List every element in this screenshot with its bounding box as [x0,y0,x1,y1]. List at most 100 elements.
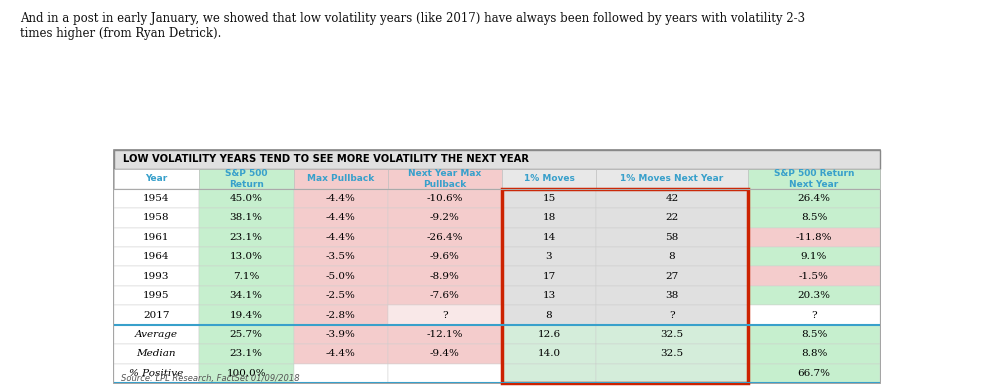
Text: 1995: 1995 [143,291,169,300]
Text: 38.1%: 38.1% [229,213,263,223]
Bar [596,189,748,208]
Bar [388,189,501,208]
Text: 32.5: 32.5 [661,330,683,339]
Bar [114,286,199,305]
Bar [114,228,199,247]
Text: 42: 42 [666,194,678,203]
Text: 8.8%: 8.8% [801,349,827,359]
Bar [748,325,880,344]
Bar [294,169,388,189]
Text: 12.6: 12.6 [537,330,561,339]
Bar [114,325,199,344]
Bar [501,344,596,364]
Bar [199,189,294,208]
Bar [388,266,501,286]
Bar [294,266,388,286]
Text: 17: 17 [542,272,556,281]
Bar [748,344,880,364]
Text: 2017: 2017 [143,310,169,320]
Text: 1961: 1961 [143,233,169,242]
Bar [596,228,748,247]
Bar [388,325,501,344]
Text: 66.7%: 66.7% [797,369,831,378]
Text: -4.4%: -4.4% [326,213,356,223]
Bar [388,286,501,305]
Text: ?: ? [670,310,674,320]
Bar [199,305,294,325]
Bar [388,364,501,383]
Bar [388,228,501,247]
Bar [114,247,199,266]
Bar [294,189,388,208]
Bar [596,208,748,228]
Text: Source: LPL Research, FactSet 01/09/2018: Source: LPL Research, FactSet 01/09/2018 [122,374,300,383]
Bar [388,208,501,228]
Text: Average: Average [135,330,178,339]
Bar [294,286,388,305]
Bar [199,247,294,266]
Text: 8.5%: 8.5% [801,213,827,223]
Text: Max Pullback: Max Pullback [308,174,375,184]
Text: -8.9%: -8.9% [430,272,460,281]
Bar [388,169,501,189]
Bar [748,189,880,208]
Text: 22: 22 [666,213,678,223]
Bar [114,169,199,189]
Bar [501,305,596,325]
Text: Next Year Max
Pullback: Next Year Max Pullback [408,169,482,189]
Text: 58: 58 [666,233,678,242]
Text: -9.2%: -9.2% [430,213,460,223]
Bar [501,364,596,383]
Bar [388,344,501,364]
Text: 25.7%: 25.7% [229,330,263,339]
Bar [748,208,880,228]
Text: 8: 8 [546,310,552,320]
Bar [596,325,748,344]
Bar [596,286,748,305]
Bar [114,150,880,169]
Text: -3.9%: -3.9% [326,330,356,339]
Text: 13: 13 [542,291,556,300]
Text: 20.3%: 20.3% [797,291,831,300]
Bar [596,169,748,189]
Text: ?: ? [811,310,817,320]
Text: -4.4%: -4.4% [326,194,356,203]
Bar [294,344,388,364]
Text: % Positive: % Positive [130,369,183,378]
Bar [596,247,748,266]
Text: 15: 15 [542,194,556,203]
Bar [748,169,880,189]
Bar [501,266,596,286]
Bar [596,305,748,325]
Text: 1993: 1993 [143,272,169,281]
Text: -7.6%: -7.6% [430,291,460,300]
Text: 27: 27 [666,272,678,281]
Bar [596,266,748,286]
Bar [748,228,880,247]
Bar [748,247,880,266]
Text: -1.5%: -1.5% [799,272,829,281]
Bar [199,364,294,383]
Text: 8: 8 [669,252,675,261]
Bar [114,364,199,383]
Bar [501,208,596,228]
Text: -9.4%: -9.4% [430,349,460,359]
Text: 1958: 1958 [143,213,169,223]
Bar [501,189,596,208]
Bar [199,286,294,305]
Bar [199,228,294,247]
Text: -4.4%: -4.4% [326,233,356,242]
Bar [596,344,748,364]
Text: And in a post in early January, we showed that low volatility years (like 2017) : And in a post in early January, we showe… [20,12,805,40]
Text: 8.5%: 8.5% [801,330,827,339]
Text: 1954: 1954 [143,194,169,203]
Text: 3: 3 [546,252,552,261]
Text: 19.4%: 19.4% [229,310,263,320]
Bar [294,325,388,344]
Text: -11.8%: -11.8% [796,233,832,242]
Text: 13.0%: 13.0% [229,252,263,261]
Bar [501,247,596,266]
Bar [501,189,748,383]
Bar [114,344,199,364]
Text: S&P 500
Return: S&P 500 Return [225,169,267,189]
